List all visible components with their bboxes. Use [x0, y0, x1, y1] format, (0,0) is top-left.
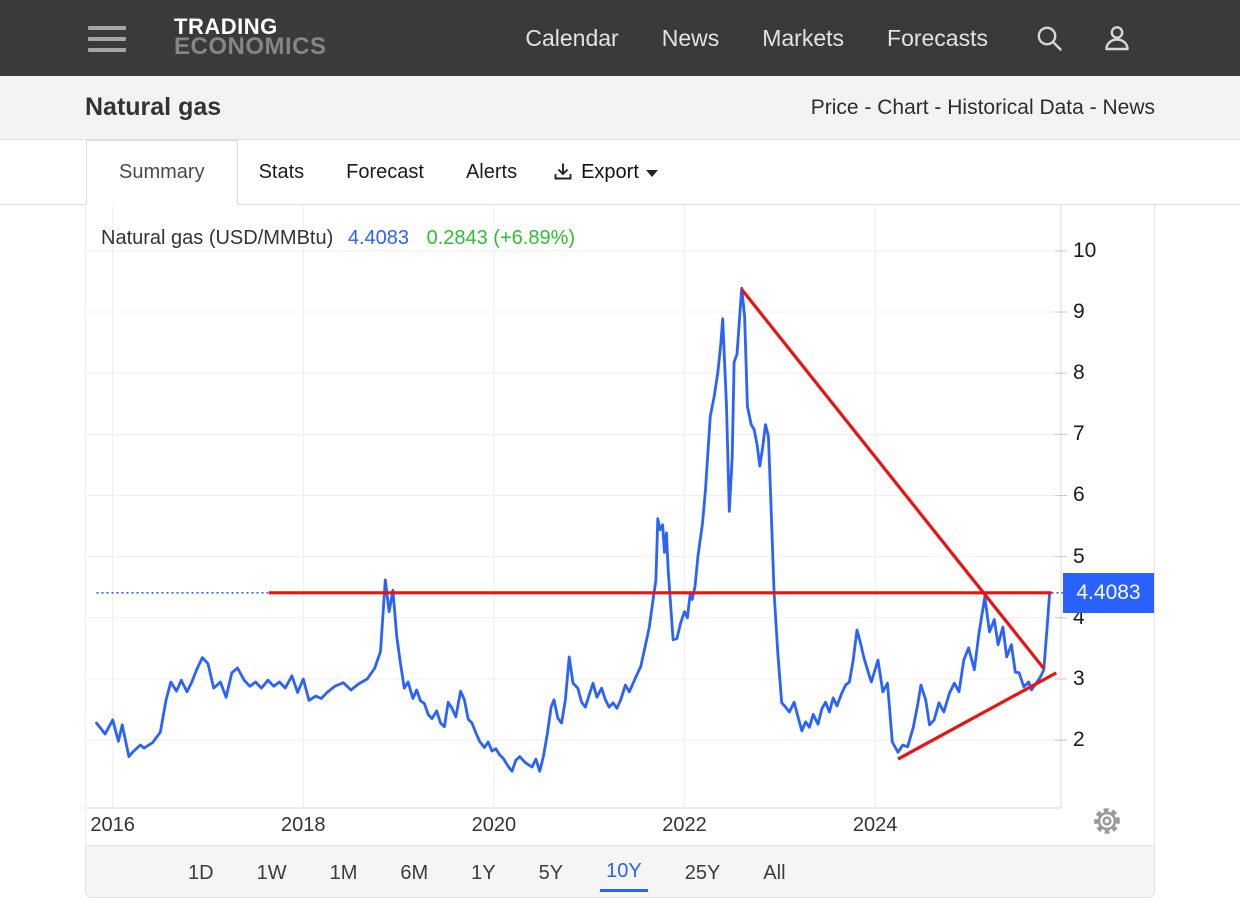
downtrend-line	[740, 288, 1046, 670]
breadcrumb-separator: -	[928, 95, 948, 119]
hamburger-bar	[88, 37, 126, 41]
nav-item-calendar[interactable]: Calendar	[525, 24, 619, 51]
range-button-1y[interactable]: 1Y	[471, 861, 496, 884]
header-link-chart[interactable]: Chart	[877, 95, 929, 119]
y-axis-label-9: 9	[1073, 300, 1085, 324]
chart-change: 0.2843 (+6.89%)	[426, 227, 576, 249]
logo-line-1: TRADING	[174, 14, 278, 40]
tab-alerts[interactable]: Alerts	[465, 160, 518, 183]
range-button-all[interactable]: All	[763, 861, 786, 884]
top-navbar: TRADING ECONOMICS Calendar News Markets For…	[0, 0, 1240, 76]
y-axis-label-4: 4	[1073, 605, 1085, 629]
navbar-icons	[1034, 23, 1132, 53]
instrument-header: Natural gas Price - Chart - Historical D…	[0, 76, 1240, 140]
x-axis-label-2016: 2016	[90, 814, 135, 836]
breadcrumb-separator: -	[1083, 95, 1103, 119]
range-button-5y[interactable]: 5Y	[538, 861, 564, 884]
nav-item-forecasts[interactable]: Forecasts	[887, 24, 988, 51]
header-link-price[interactable]: Price	[810, 95, 859, 119]
chart-instrument-label: Natural gas (USD/MMBtu)	[101, 227, 334, 249]
y-axis-label-6: 6	[1073, 483, 1085, 507]
price-series-line	[95, 286, 1051, 773]
x-axis-label-2020: 2020	[471, 814, 517, 836]
breadcrumb-links: Price - Chart - Historical Data - News	[811, 96, 1155, 120]
trading-economics-logo[interactable]: TRADING ECONOMICS	[174, 14, 327, 61]
hamburger-menu-icon[interactable]	[88, 19, 126, 59]
range-toolbar: 1D 1W 1M 6M 1Y 5Y 10Y 25Y All	[85, 845, 1155, 898]
y-axis-label-7: 7	[1073, 422, 1085, 446]
nav-item-markets[interactable]: Markets	[762, 24, 845, 51]
x-axis-label-2018: 2018	[281, 814, 326, 836]
main-navigation: Calendar News Markets Forecasts	[525, 25, 988, 52]
export-label: Export	[581, 160, 639, 183]
download-icon	[554, 163, 572, 180]
tab-stats[interactable]: Stats	[258, 160, 305, 183]
chart-last-price: 4.4083	[347, 227, 410, 249]
range-button-25y[interactable]: 25Y	[684, 861, 721, 884]
tab-forecast[interactable]: Forecast	[346, 160, 424, 183]
y-axis-label-2: 2	[1073, 728, 1085, 752]
nav-item-news[interactable]: News	[661, 24, 720, 51]
price-chart[interactable]: Natural gas (USD/MMBtu) 4.4083 0.2843 (+…	[85, 205, 1155, 845]
x-axis-label-2022: 2022	[662, 814, 707, 836]
hamburger-bar	[88, 26, 126, 30]
user-icon[interactable]	[1102, 23, 1132, 53]
search-icon[interactable]	[1034, 23, 1064, 53]
y-axis-label-8: 8	[1073, 361, 1085, 385]
hamburger-bar	[88, 48, 126, 52]
header-link-news[interactable]: News	[1102, 95, 1155, 119]
tab-summary[interactable]: Summary	[86, 140, 238, 205]
header-link-historical-data[interactable]: Historical Data	[947, 95, 1084, 119]
range-button-1w[interactable]: 1W	[256, 861, 287, 884]
gear-icon[interactable]	[1092, 806, 1122, 836]
y-axis-label-3: 3	[1073, 666, 1085, 690]
page-title: Natural gas	[85, 93, 222, 121]
range-button-10y[interactable]: 10Y	[600, 851, 648, 892]
y-axis-label-5: 5	[1073, 544, 1085, 568]
x-axis-label-2024: 2024	[852, 814, 898, 836]
tab-bar: Summary Stats Forecast Alerts Export	[0, 140, 1240, 205]
chart-title: Natural gas (USD/MMBtu) 4.4083 0.2843 (+…	[101, 227, 575, 250]
current-price-badge: 4.4083	[1063, 573, 1154, 613]
logo-line-2: ECONOMICS	[174, 33, 327, 61]
range-button-1d[interactable]: 1D	[188, 861, 214, 884]
caret-down-icon	[645, 170, 658, 177]
range-button-1m[interactable]: 1M	[329, 861, 358, 884]
uptrend-line	[897, 671, 1058, 761]
breadcrumb-separator: -	[858, 95, 878, 119]
range-button-6m[interactable]: 6M	[400, 861, 429, 884]
export-button[interactable]: Export	[538, 140, 672, 204]
y-axis-label-10: 10	[1073, 238, 1097, 262]
chart-canvas[interactable]	[86, 205, 1156, 845]
